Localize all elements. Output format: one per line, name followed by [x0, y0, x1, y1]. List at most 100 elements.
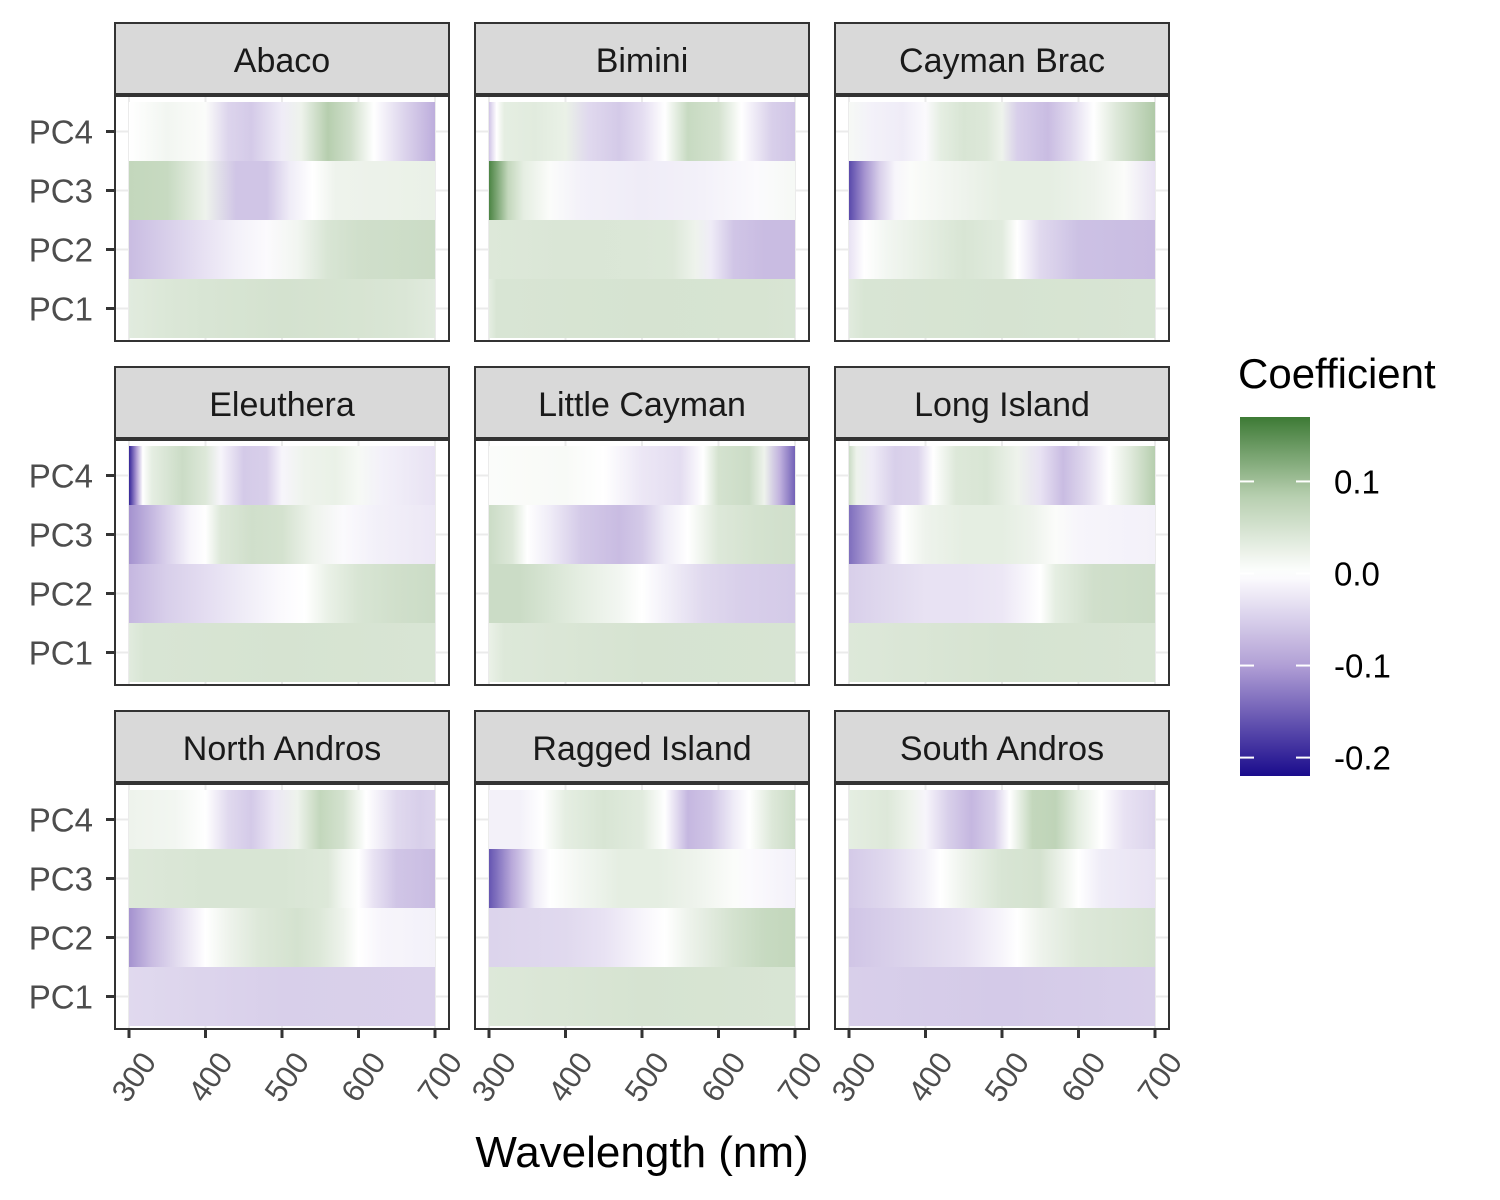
x-tick-label: 700 [771, 1046, 829, 1108]
heat-row-pc2 [489, 220, 795, 279]
panel-border [474, 95, 810, 342]
facet-strip [474, 366, 810, 439]
heat-row-pc3 [489, 161, 795, 220]
heat-row-pc1 [489, 623, 795, 682]
facet-panel: Cayman Brac [834, 22, 1170, 342]
y-tick-label: PC1 [29, 979, 93, 1016]
heat-row-pc4 [489, 446, 795, 505]
y-tick-label: PC3 [29, 517, 93, 554]
facet-label: Long Island [914, 386, 1090, 424]
facet-label: South Andros [900, 730, 1104, 768]
heat-row-pc2 [489, 564, 795, 623]
heat-row-pc4 [129, 102, 435, 161]
heat-row-pc1 [849, 623, 1155, 682]
y-tick-label: PC4 [29, 114, 93, 151]
heat-row-pc3 [849, 161, 1155, 220]
facet-panel: Ragged Island 300 400 500 600 700 [465, 710, 829, 1108]
heat-row-pc4 [849, 790, 1155, 849]
heat-row-pc1 [129, 967, 435, 1026]
x-axis-title: Wavelength (nm) [475, 1128, 808, 1177]
facet-strip [474, 710, 810, 783]
facet-panel: Abaco PC1 PC2 PC3 PC4 [29, 22, 450, 342]
legend-tick-label: -0.1 [1334, 648, 1391, 685]
x-tick-label: 300 [465, 1046, 523, 1108]
x-tick-label: 400 [901, 1046, 959, 1108]
heat-row-pc4 [849, 102, 1155, 161]
facet-strip [114, 710, 450, 783]
legend-tick-label: 0.0 [1334, 555, 1380, 592]
facet-strip [474, 22, 810, 95]
heat-row-pc2 [129, 908, 435, 967]
heat-row-pc4 [489, 102, 795, 161]
y-tick-label: PC2 [29, 576, 93, 613]
panel-border [114, 95, 450, 342]
facet-strip [834, 22, 1170, 95]
facet-panel: Bimini [474, 22, 810, 342]
heat-row-pc4 [129, 446, 435, 505]
y-tick-label: PC4 [29, 458, 93, 495]
x-tick-label: 600 [334, 1046, 392, 1108]
facet-panel: North Andros PC1 PC2 PC3 PC4 300 400 500 600 700 [29, 710, 469, 1108]
y-tick-label: PC3 [29, 861, 93, 898]
x-tick-label: 500 [258, 1046, 316, 1108]
legend: Coefficient 0.1 0.0 -0.1 -0.2 [1238, 350, 1436, 777]
facet-label: Cayman Brac [899, 42, 1105, 80]
facet-panel: South Andros 300 400 500 600 700 [825, 710, 1189, 1108]
heat-row-pc3 [489, 849, 795, 908]
heat-row-pc2 [489, 908, 795, 967]
x-tick-label: 400 [541, 1046, 599, 1108]
x-tick-label: 500 [618, 1046, 676, 1108]
y-tick-label: PC2 [29, 920, 93, 957]
y-tick-label: PC3 [29, 173, 93, 210]
x-tick-label: 700 [411, 1046, 469, 1108]
facet-strip [834, 710, 1170, 783]
heat-row-pc3 [129, 505, 435, 564]
heat-row-pc4 [849, 446, 1155, 505]
facet-label: North Andros [183, 730, 381, 768]
legend-title: Coefficient [1238, 350, 1436, 397]
x-tick-label: 300 [105, 1046, 163, 1108]
y-tick-label: PC2 [29, 232, 93, 269]
legend-tick-label: -0.2 [1334, 740, 1391, 777]
heat-row-pc3 [849, 505, 1155, 564]
y-tick-label: PC1 [29, 291, 93, 328]
panel-border [834, 439, 1170, 686]
legend-tick-label: 0.1 [1334, 463, 1380, 500]
heat-row-pc4 [489, 790, 795, 849]
facet-label: Abaco [234, 42, 330, 80]
heat-row-pc1 [129, 623, 435, 682]
x-tick-label: 600 [1054, 1046, 1112, 1108]
heat-row-pc2 [849, 564, 1155, 623]
facet-label: Eleuthera [209, 386, 355, 424]
facet-label: Ragged Island [532, 730, 751, 768]
heat-row-pc1 [489, 967, 795, 1026]
facet-panel: Little Cayman [474, 366, 810, 686]
facet-strip [114, 366, 450, 439]
heat-row-pc1 [849, 967, 1155, 1026]
x-tick-label: 400 [181, 1046, 239, 1108]
y-tick-label: PC4 [29, 802, 93, 839]
panel-border [474, 439, 810, 686]
heat-row-pc3 [129, 849, 435, 908]
y-tick-label: PC1 [29, 635, 93, 672]
x-tick-label: 500 [978, 1046, 1036, 1108]
heat-row-pc1 [849, 279, 1155, 338]
heat-row-pc4 [129, 790, 435, 849]
heat-row-pc2 [849, 220, 1155, 279]
heat-row-pc1 [129, 279, 435, 338]
panel-border [834, 95, 1170, 342]
x-tick-label: 300 [825, 1046, 883, 1108]
heat-row-pc2 [849, 908, 1155, 967]
heat-row-pc3 [129, 161, 435, 220]
facet-strip [114, 22, 450, 95]
heat-row-pc2 [129, 220, 435, 279]
x-tick-label: 700 [1131, 1046, 1189, 1108]
facet-strip [834, 366, 1170, 439]
facet-panel: Eleuthera PC1 PC2 PC3 PC4 [29, 366, 450, 686]
heat-row-pc3 [849, 849, 1155, 908]
facet-label: Bimini [596, 42, 689, 80]
facet-label: Little Cayman [538, 386, 746, 424]
heat-row-pc3 [489, 505, 795, 564]
panel-border [114, 439, 450, 686]
